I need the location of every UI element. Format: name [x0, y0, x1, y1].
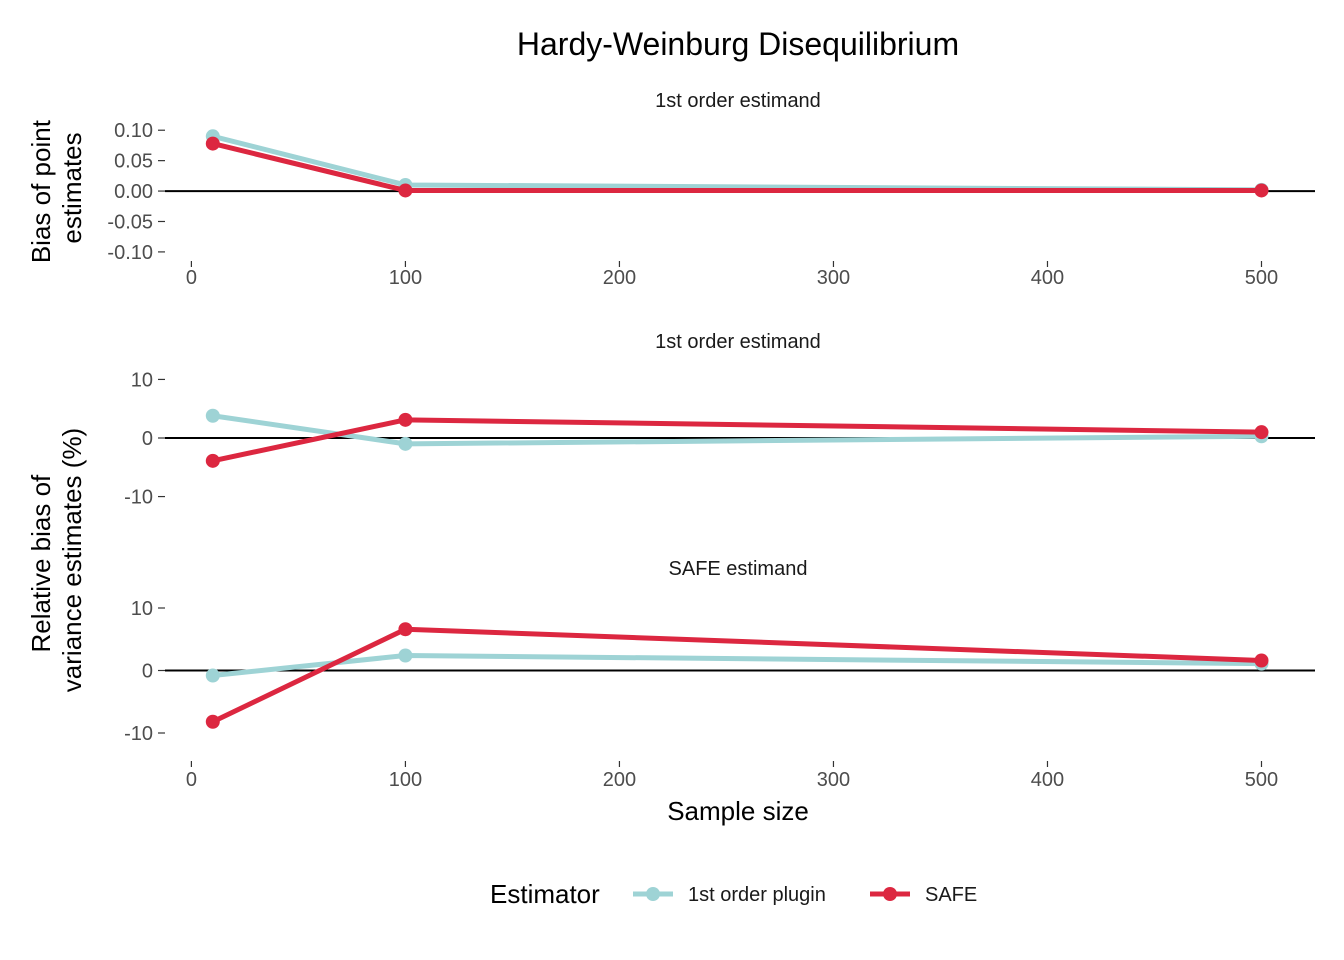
- panel-1-x-tick-label: 400: [1031, 267, 1064, 289]
- legend-label-safe: SAFE: [925, 884, 977, 906]
- panel-2-strip-label: 1st order estimand: [655, 331, 821, 353]
- legend-items: 1st order plugin SAFE: [633, 884, 977, 906]
- legend-key-point-safe: [883, 887, 897, 901]
- panel-1-y-tick-label: -0.10: [107, 242, 153, 264]
- y-axis-title-top: Bias of point estimates: [26, 113, 87, 263]
- panel-2-point-safe: [205, 453, 220, 468]
- panels-layer: 1st order estimand 0.10 0.05 0.00 -0.05 -0.10…: [107, 90, 1315, 791]
- chart-title: Hardy-Weinburg Disequilibrium: [517, 26, 959, 62]
- y-axis-title-top-line2: estimates: [57, 132, 87, 243]
- y-axis-title-top-line1: Bias of point: [26, 119, 56, 263]
- panel-3-point-plugin: [398, 648, 413, 663]
- panel-3-x-tick-label: 0: [186, 769, 197, 791]
- panel-3-y-tick-label: 10: [131, 598, 153, 620]
- panel-1-point-safe: [1254, 183, 1269, 198]
- panel-1-y-tick-label: -0.05: [107, 211, 153, 233]
- y-axis-title-bottom-line1: Relative bias of: [26, 474, 56, 653]
- panel-3-point-safe: [205, 714, 220, 729]
- panel-2-point-safe: [1254, 425, 1269, 440]
- panel-3-series-line-safe: [210, 626, 1264, 725]
- legend-label-plugin: 1st order plugin: [688, 884, 826, 906]
- panel-1-x-tick-label: 100: [389, 267, 422, 289]
- panel-1-x-tick-label: 200: [603, 267, 636, 289]
- panel-2-point-plugin: [398, 436, 413, 451]
- x-axis-title: Sample size: [667, 796, 809, 826]
- legend: Estimator 1st order plugin SAFE: [490, 879, 977, 909]
- panel-1-x-tick-label: 500: [1245, 267, 1278, 289]
- panel-3-series-line-plugin: [210, 653, 1264, 678]
- panel-1: 1st order estimand 0.10 0.05 0.00 -0.05 -0.10…: [107, 90, 1315, 289]
- panel-2-y-tick-label: 0: [142, 428, 153, 450]
- panel-2-y-tick-label: -10: [124, 487, 153, 509]
- y-axis-title-bottom-line2: variance estimates (%): [57, 428, 87, 692]
- panel-3-x-tick-label: 100: [389, 769, 422, 791]
- y-axis-title-bottom: Relative bias of variance estimates (%): [26, 428, 87, 692]
- panel-3-y-tick-label: 0: [142, 661, 153, 683]
- panel-1-x-tick-label: 0: [186, 267, 197, 289]
- panel-1-y-tick-label: 0.00: [114, 181, 153, 203]
- panel-1-point-safe: [398, 183, 413, 198]
- panel-3-x-tick-label: 200: [603, 769, 636, 791]
- panel-3-y-tick-label: -10: [124, 723, 153, 745]
- panel-3-x-tick-label: 500: [1245, 769, 1278, 791]
- panel-1-strip-label: 1st order estimand: [655, 90, 821, 112]
- panel-2: 1st order estimand 10 0 -10: [124, 331, 1315, 509]
- panel-1-y-tick-label: 0.10: [114, 120, 153, 142]
- panel-1-y-tick-label: 0.05: [114, 151, 153, 173]
- panel-2-point-plugin: [205, 408, 220, 423]
- legend-item-plugin: 1st order plugin: [633, 884, 826, 906]
- panel-3-point-safe: [1254, 653, 1269, 668]
- panel-2-y-tick-label: 10: [131, 369, 153, 391]
- panel-3-x-tick-label: 300: [817, 769, 850, 791]
- panel-2-point-safe: [398, 412, 413, 427]
- panel-3-point-plugin: [205, 668, 220, 683]
- panel-3-x-tick-label: 400: [1031, 769, 1064, 791]
- panel-3-strip-label: SAFE estimand: [669, 558, 808, 580]
- panel-1-x-tick-label: 300: [817, 267, 850, 289]
- legend-title: Estimator: [490, 879, 600, 909]
- panel-1-point-safe: [205, 136, 220, 151]
- panel-1-series-line-safe: [210, 141, 1264, 193]
- panel-3-point-safe: [398, 622, 413, 637]
- legend-key-point-plugin: [646, 887, 660, 901]
- legend-item-safe: SAFE: [870, 884, 977, 906]
